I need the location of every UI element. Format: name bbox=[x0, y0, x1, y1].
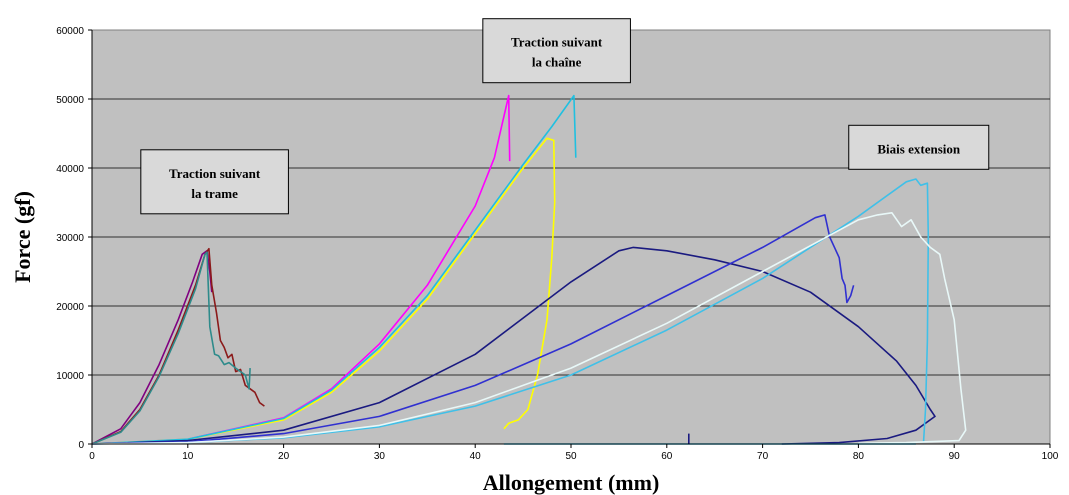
series-line-5 bbox=[91, 94, 577, 445]
x-tick-label-4: 40 bbox=[470, 451, 482, 462]
series-line-0 bbox=[91, 250, 213, 445]
x-tick-label-7: 70 bbox=[757, 451, 769, 462]
annotation-text-1-1: la chaîne bbox=[532, 55, 582, 70]
annotation-box-0: Traction suivant la trame bbox=[140, 149, 289, 215]
series-layer bbox=[91, 94, 967, 445]
x-tick-label-0: 0 bbox=[89, 451, 95, 462]
series-line-7 bbox=[91, 214, 855, 445]
annotation-frame-0 bbox=[140, 149, 289, 215]
x-tick-label-6: 60 bbox=[661, 451, 673, 462]
series-line-4 bbox=[91, 137, 556, 445]
y-axis-title: Force (gf) bbox=[10, 191, 35, 283]
annotation-box-1: Traction suivant la chaîne bbox=[482, 18, 631, 84]
y-tick-label-5: 50000 bbox=[56, 95, 84, 106]
annotation-frame-1 bbox=[482, 18, 631, 84]
x-tick-label-8: 80 bbox=[853, 451, 865, 462]
series-line-2 bbox=[91, 251, 251, 445]
annotation-text-2-0: Biais extension bbox=[877, 141, 960, 156]
annotation-text-0-1: la trame bbox=[191, 186, 238, 201]
annotation-text-0-0: Traction suivant bbox=[169, 166, 261, 181]
annotation-text-1-0: Traction suivant bbox=[511, 35, 603, 50]
y-tick-label-1: 10000 bbox=[56, 371, 84, 382]
annotation-box-2: Biais extension bbox=[848, 124, 990, 170]
x-tick-label-2: 20 bbox=[278, 451, 290, 462]
annotation-frame-2 bbox=[848, 124, 990, 170]
y-tick-label-2: 20000 bbox=[56, 302, 84, 313]
series-line-8 bbox=[91, 178, 930, 445]
y-axis: 0 10000 20000 30000 40000 50000 60000 bbox=[56, 26, 93, 451]
series-line-9 bbox=[91, 212, 967, 445]
y-tick-label-0: 0 bbox=[78, 440, 84, 451]
y-tick-label-4: 40000 bbox=[56, 164, 84, 175]
x-axis: 0 10 20 30 40 50 60 70 80 90 100 bbox=[89, 443, 1059, 462]
x-axis-title: Allongement (mm) bbox=[483, 470, 660, 495]
x-tick-label-1: 10 bbox=[182, 451, 194, 462]
x-tick-label-10: 100 bbox=[1042, 451, 1059, 462]
y-tick-label-3: 30000 bbox=[56, 233, 84, 244]
x-tick-label-5: 50 bbox=[565, 451, 577, 462]
x-tick-label-3: 30 bbox=[374, 451, 386, 462]
y-tick-label-6: 60000 bbox=[56, 26, 84, 37]
x-tick-label-9: 90 bbox=[949, 451, 961, 462]
